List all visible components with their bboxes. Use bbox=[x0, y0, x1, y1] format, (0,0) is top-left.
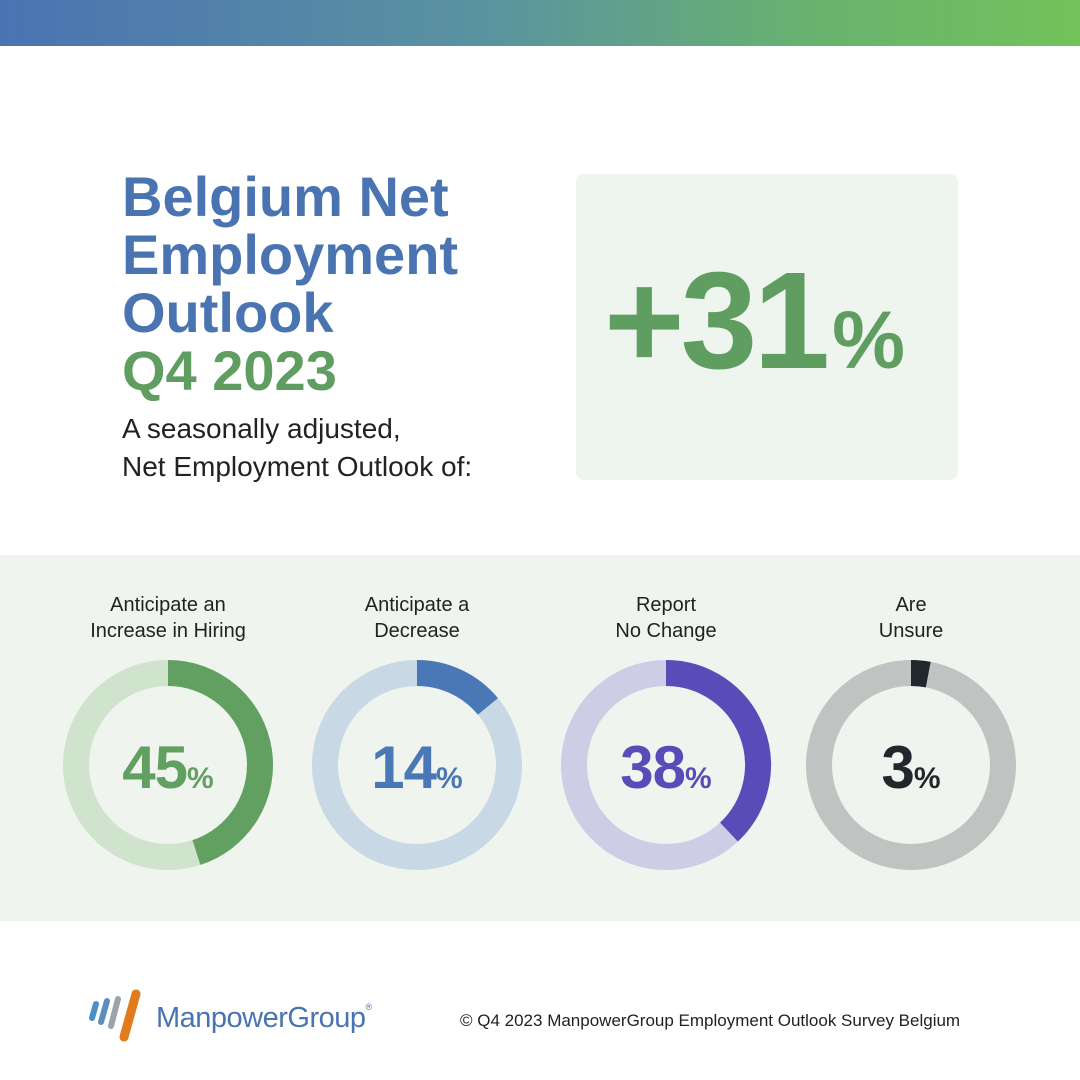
registered-mark: ® bbox=[365, 1002, 373, 1012]
donut-label-line: Unsure bbox=[878, 620, 944, 642]
copyright-notice: © Q4 2023 ManpowerGroup Employment Outlo… bbox=[460, 1011, 961, 1030]
brand-name-text: ManpowerGroup bbox=[156, 1002, 366, 1034]
donut-label-line: Anticipate a bbox=[364, 594, 470, 616]
headline-stat-value: +31 bbox=[604, 244, 830, 398]
donut-value-increase: 45% bbox=[48, 733, 288, 814]
donut-arc bbox=[416, 660, 498, 715]
donut-ring-no-change bbox=[561, 660, 771, 870]
donut-value-no-change: 38% bbox=[546, 733, 786, 814]
donut-value-unit: % bbox=[436, 762, 463, 795]
donut-value-unsure: 3% bbox=[791, 733, 1031, 814]
subtitle: A seasonally adjusted, Net Employment Ou… bbox=[122, 410, 472, 486]
donut-value-number: 3 bbox=[881, 734, 914, 801]
donut-arc bbox=[910, 660, 931, 688]
donut-arc bbox=[665, 660, 771, 842]
donut-chart-band: Anticipate an Increase in Hiring 45% Ant… bbox=[0, 555, 1080, 921]
donut-label-decrease: Anticipate a Decrease bbox=[297, 592, 537, 644]
headline-stat: +31% bbox=[604, 246, 905, 416]
brand-name: ManpowerGroup® bbox=[156, 1002, 372, 1035]
donut-value-unit: % bbox=[187, 762, 214, 795]
headline: Belgium Net Employment Outlook Q4 2023 bbox=[122, 168, 458, 400]
headline-stat-box: +31% bbox=[576, 174, 958, 480]
headline-stat-unit: % bbox=[832, 295, 906, 386]
donut-label-line: Report bbox=[635, 594, 697, 616]
top-gradient-bar bbox=[0, 0, 1080, 46]
headline-line-1: Belgium Net bbox=[122, 165, 449, 228]
donut-label-line: Decrease bbox=[374, 620, 460, 642]
donut-value-number: 14 bbox=[371, 734, 437, 801]
donut-value-number: 45 bbox=[122, 734, 188, 801]
donut-value-unit: % bbox=[685, 762, 712, 795]
donut-label-no-change: Report No Change bbox=[546, 592, 786, 644]
donut-arc bbox=[167, 660, 273, 865]
manpowergroup-logo-icon bbox=[89, 989, 141, 1042]
donut-label-line: Increase in Hiring bbox=[90, 620, 246, 642]
donut-value-number: 38 bbox=[620, 734, 686, 801]
donut-label-increase: Anticipate an Increase in Hiring bbox=[48, 592, 288, 644]
subtitle-line-2: Net Employment Outlook of: bbox=[122, 451, 473, 482]
donut-value-unit: % bbox=[913, 762, 941, 795]
subtitle-line-1: A seasonally adjusted, bbox=[122, 413, 401, 444]
donut-ring-decrease bbox=[312, 660, 522, 870]
donut-label-unsure: Are Unsure bbox=[791, 592, 1031, 644]
donut-label-line: No Change bbox=[615, 620, 717, 642]
donut-label-line: Anticipate an bbox=[110, 594, 226, 616]
headline-line-3: Outlook bbox=[122, 281, 334, 344]
donut-ring-increase bbox=[63, 660, 273, 870]
donut-value-decrease: 14% bbox=[297, 733, 537, 814]
donut-label-line: Are bbox=[895, 594, 927, 616]
headline-period: Q4 2023 bbox=[122, 339, 337, 402]
donut-ring-unsure bbox=[806, 660, 1016, 870]
headline-line-2: Employment bbox=[122, 223, 459, 286]
